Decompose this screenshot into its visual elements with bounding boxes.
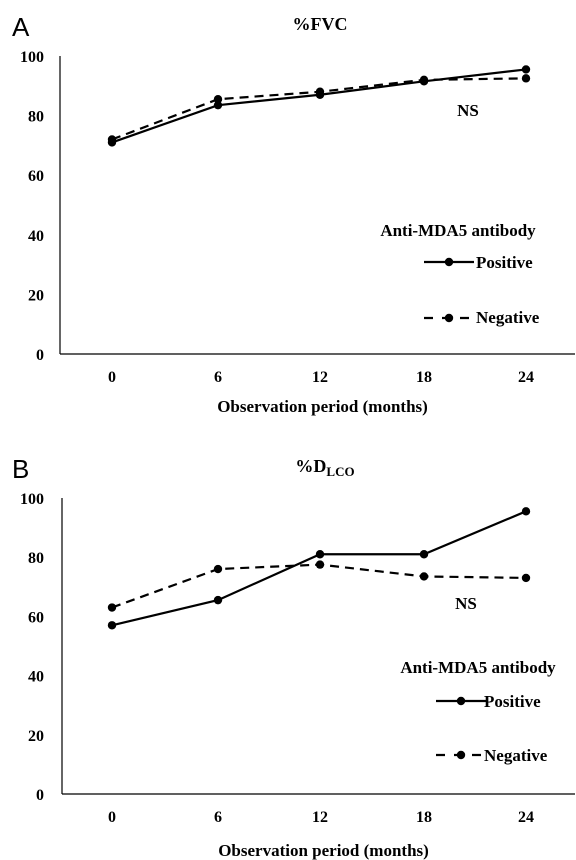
panel-a-title: %FVC xyxy=(293,14,348,34)
panel-a-y-tick-label: 60 xyxy=(28,168,44,185)
panel-a-series-negative-point xyxy=(419,75,429,85)
panel-a-x-tick-label: 6 xyxy=(214,369,222,386)
panel-a-series-negative-point xyxy=(107,135,117,144)
panel-b-x-axis-label: Observation period (months) xyxy=(218,841,429,860)
panel-b-series-negative-point xyxy=(315,560,325,569)
panel-b-series-positive-point xyxy=(213,595,223,605)
panel-b-y-tick-label: 100 xyxy=(20,491,44,508)
panel-b-x-tick-label: 12 xyxy=(312,809,328,826)
panel-a-legend-label-negative: Negative xyxy=(476,308,540,327)
panel-b-series-positive-point xyxy=(315,550,325,559)
panel-b-x-tick-label: 0 xyxy=(108,809,116,826)
panel-b-title-main: %D xyxy=(295,456,326,476)
chart-panel-a: A %FVC 0 20 40 60 80 100 0 6 12 18 24 Observation per… xyxy=(12,12,575,416)
panel-b-series-positive-point xyxy=(107,621,117,630)
panel-a-y-tick-label: 40 xyxy=(28,228,44,245)
panel-a-y-tick-label: 0 xyxy=(36,347,44,364)
panel-a-legend-title: Anti-MDA5 antibody xyxy=(380,221,536,240)
panel-b-series-positive-point xyxy=(419,550,429,559)
panel-a-title-main: %FVC xyxy=(293,14,348,34)
panel-a-annotation-ns: NS xyxy=(457,101,479,120)
panel-b-x-tick-label: 24 xyxy=(518,809,534,826)
panel-b-series-negative-point xyxy=(107,603,117,612)
panel-a-legend-label-positive: Positive xyxy=(476,253,533,272)
panel-a-x-tick-label: 12 xyxy=(312,369,328,386)
panel-b-letter: B xyxy=(12,454,29,484)
panel-a-x-tick-label: 24 xyxy=(518,369,534,386)
panel-b-series-negative-point xyxy=(521,573,531,583)
panel-b-series-negative-point xyxy=(419,572,429,581)
panel-a-series-negative-point xyxy=(315,87,325,96)
panel-a-series-positive-point xyxy=(521,65,531,74)
panel-b-y-tick-label: 0 xyxy=(36,787,44,804)
panel-a-y-tick-label: 80 xyxy=(28,109,44,126)
panel-b-legend-label-positive: Positive xyxy=(484,692,541,711)
panel-a-y-tick-label: 20 xyxy=(28,287,44,304)
panel-b-annotation-ns: NS xyxy=(455,594,477,613)
panel-b-y-tick-label: 40 xyxy=(28,669,44,686)
panel-a-x-axis-label: Observation period (months) xyxy=(217,397,428,416)
panel-b-legend-marker-negative xyxy=(456,750,466,760)
chart-panel-b: B %DLCO 0 20 40 60 80 100 0 6 12 18 24 Observation pe… xyxy=(12,454,575,860)
panel-a-series-negative-point xyxy=(213,95,223,104)
panel-b-series-negative-point xyxy=(213,564,223,574)
panel-b-title: %DLCO xyxy=(295,456,354,479)
panel-a-y-tick-label: 100 xyxy=(20,49,44,66)
panel-a-series-negative-point xyxy=(521,74,531,83)
panel-a-letter: A xyxy=(12,12,30,42)
panel-a-x-tick-label: 0 xyxy=(108,369,116,386)
panel-b-y-tick-label: 60 xyxy=(28,609,44,626)
panel-a-series-positive-point xyxy=(213,100,223,110)
panel-b-title-subscript: LCO xyxy=(326,464,354,479)
panel-b-x-tick-label: 6 xyxy=(214,809,222,826)
panel-b-legend-marker-positive xyxy=(456,696,466,706)
panel-b-y-tick-label: 20 xyxy=(28,728,44,745)
panel-b-y-tick-label: 80 xyxy=(28,550,44,567)
panel-a-legend-marker-negative xyxy=(444,313,454,323)
panel-b-series-positive-point xyxy=(521,507,531,516)
panel-b-legend-title: Anti-MDA5 antibody xyxy=(400,658,556,677)
panel-b-x-tick-label: 18 xyxy=(416,809,432,826)
panel-b-legend-label-negative: Negative xyxy=(484,746,548,765)
panel-a-x-tick-label: 18 xyxy=(416,369,432,386)
panel-a-legend-marker-positive xyxy=(444,257,454,267)
